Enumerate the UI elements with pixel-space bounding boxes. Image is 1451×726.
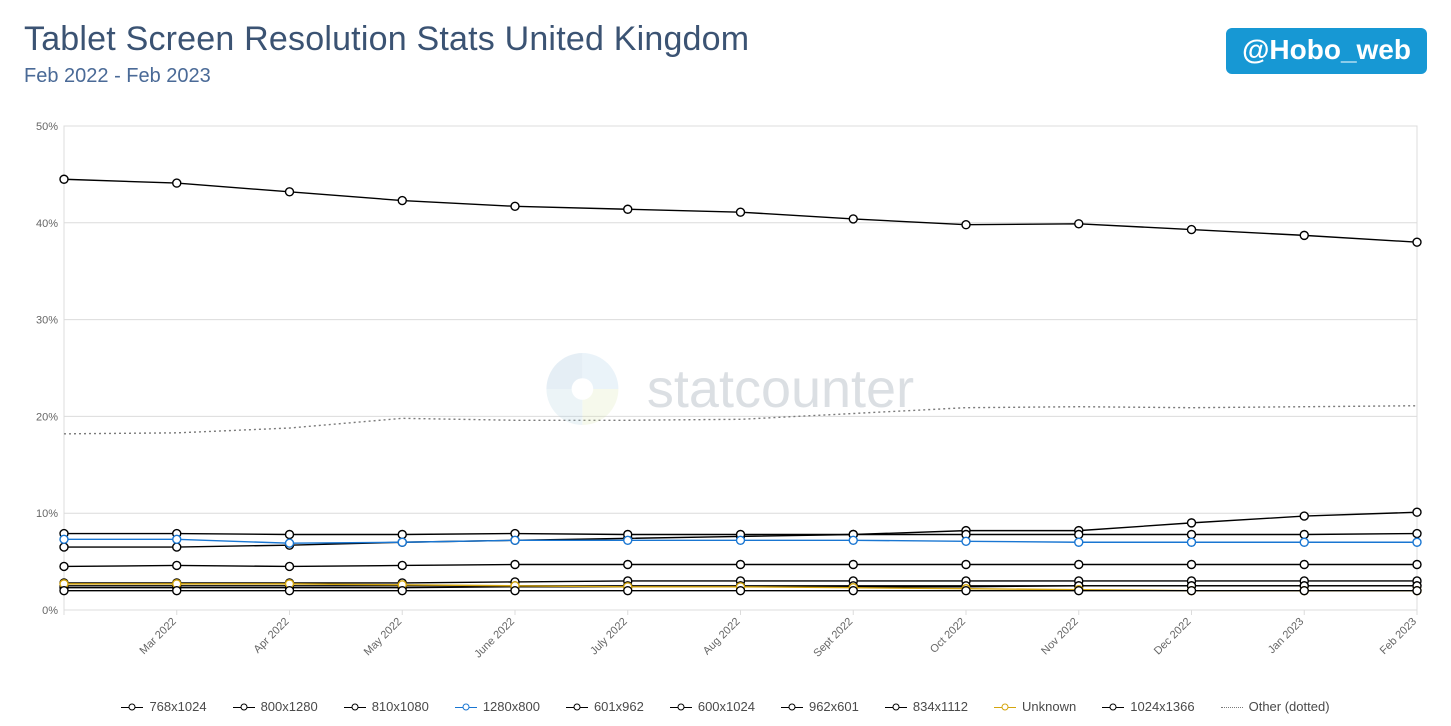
legend-item-601x962[interactable]: 601x962 <box>566 699 644 714</box>
legend-label: 1024x1366 <box>1130 699 1194 714</box>
legend-swatch-icon <box>1221 702 1243 712</box>
legend-item-1024x1366[interactable]: 1024x1366 <box>1102 699 1194 714</box>
legend-item-1280x800[interactable]: 1280x800 <box>455 699 540 714</box>
legend-swatch-icon <box>885 702 907 712</box>
legend-label: Other (dotted) <box>1249 699 1330 714</box>
legend: 768x1024 800x1280 810x1080 1280x800 601x962 6… <box>24 699 1427 714</box>
chart-title: Tablet Screen Resolution Stats United Ki… <box>24 20 1427 59</box>
legend-swatch-icon <box>781 702 803 712</box>
y-axis-tick-label: 40% <box>36 218 58 230</box>
x-axis-tick-label: July 2022 <box>588 616 630 658</box>
x-axis-tick-label: Feb 2023 <box>1378 616 1419 657</box>
legend-label: 601x962 <box>594 699 644 714</box>
y-axis-tick-label: 10% <box>36 508 58 520</box>
legend-item-834x1112[interactable]: 834x1112 <box>885 699 968 714</box>
x-axis-tick-label: May 2022 <box>362 616 405 659</box>
legend-item-unknown[interactable]: Unknown <box>994 699 1076 714</box>
legend-label: 834x1112 <box>913 699 968 714</box>
legend-label: 962x601 <box>809 699 859 714</box>
legend-swatch-icon <box>670 702 692 712</box>
x-axis-tick-label: Apr 2022 <box>252 616 292 656</box>
chart-subtitle: Feb 2022 - Feb 2023 <box>24 65 1427 88</box>
x-axis-tick-label: June 2022 <box>472 616 517 661</box>
legend-item-810x1080[interactable]: 810x1080 <box>344 699 429 714</box>
x-axis-tick-label: Mar 2022 <box>138 616 179 657</box>
legend-swatch-icon <box>1102 702 1124 712</box>
legend-item-800x1280[interactable]: 800x1280 <box>233 699 318 714</box>
attribution-badge: @Hobo_web <box>1226 28 1427 74</box>
legend-label: Unknown <box>1022 699 1076 714</box>
legend-swatch-icon <box>344 702 366 712</box>
legend-label: 768x1024 <box>149 699 206 714</box>
y-axis-tick-label: 0% <box>42 605 58 617</box>
y-axis-tick-label: 30% <box>36 315 58 327</box>
y-axis-tick-label: 20% <box>36 411 58 423</box>
legend-item-other-dotted-[interactable]: Other (dotted) <box>1221 699 1330 714</box>
legend-swatch-icon <box>121 702 143 712</box>
legend-swatch-icon <box>233 702 255 712</box>
legend-label: 600x1024 <box>698 699 755 714</box>
legend-swatch-icon <box>455 702 477 712</box>
x-axis-tick-label: Dec 2022 <box>1152 616 1194 658</box>
legend-item-768x1024[interactable]: 768x1024 <box>121 699 206 714</box>
legend-item-962x601[interactable]: 962x601 <box>781 699 859 714</box>
legend-swatch-icon <box>566 702 588 712</box>
legend-label: 800x1280 <box>261 699 318 714</box>
legend-swatch-icon <box>994 702 1016 712</box>
series-601x962 <box>60 561 1421 571</box>
legend-label: 1280x800 <box>483 699 540 714</box>
y-axis-tick-label: 50% <box>36 121 58 133</box>
line-chart: 0% 10% 20% 30% 40% 50% Mar 2022 Apr 2022 May 202… <box>24 120 1427 680</box>
x-axis-tick-label: Aug 2022 <box>701 616 743 658</box>
x-axis-tick-label: Nov 2022 <box>1039 616 1081 658</box>
x-axis-tick-label: Oct 2022 <box>928 616 968 656</box>
series-other-dotted- <box>64 406 1417 434</box>
chart-area: statcounter 0%10%20%30%40%50%Mar 2022Apr… <box>24 120 1427 680</box>
legend-item-600x1024[interactable]: 600x1024 <box>670 699 755 714</box>
series-768x1024 <box>60 175 1421 246</box>
x-axis-tick-label: Jan 2023 <box>1266 616 1306 656</box>
x-axis-tick-label: Sept 2022 <box>811 616 855 660</box>
legend-label: 810x1080 <box>372 699 429 714</box>
